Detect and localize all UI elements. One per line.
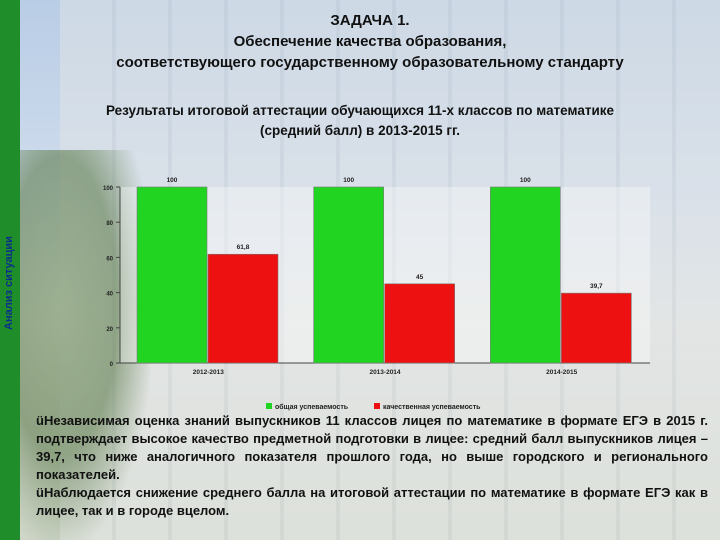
bar xyxy=(313,186,384,364)
data-label: 100 xyxy=(343,177,354,184)
chart-title-line-1: Результаты итоговой аттестации обучающих… xyxy=(105,103,615,118)
data-label: 100 xyxy=(520,177,531,184)
slide-title: ЗАДАЧА 1. Обеспечение качества образован… xyxy=(40,10,700,73)
category-label: 2014-2015 xyxy=(546,369,577,376)
y-tick-label: 100 xyxy=(103,186,114,192)
bar xyxy=(490,186,561,364)
y-tick-label: 80 xyxy=(106,221,113,227)
bar xyxy=(136,186,208,364)
legend-swatch xyxy=(266,403,272,409)
y-tick-label: 40 xyxy=(106,292,113,298)
y-tick-label: 60 xyxy=(106,256,113,262)
title-line-1: ЗАДАЧА 1. xyxy=(330,12,410,29)
side-bar xyxy=(0,0,20,540)
y-tick-label: 20 xyxy=(106,327,113,333)
legend-label: качественная успеваемость xyxy=(383,404,481,411)
category-label: 2013-2014 xyxy=(369,369,400,376)
data-label: 39,7 xyxy=(590,283,603,290)
notes: üНезависимая оценка знаний выпускников 1… xyxy=(36,412,708,520)
data-label: 61,8 xyxy=(237,244,250,251)
bar xyxy=(384,283,455,364)
title-line-2: Обеспечение качества образования, xyxy=(233,33,507,50)
data-label: 100 xyxy=(167,177,178,184)
chart-title-line-2: (средний балл) в 2013-2015 гг. xyxy=(259,123,461,138)
title-line-3: соответствующего государственному образо… xyxy=(116,54,624,71)
background-tree xyxy=(0,150,150,540)
bar xyxy=(561,292,632,364)
chart-title: Результаты итоговой аттестации обучающих… xyxy=(40,101,680,141)
data-label: 45 xyxy=(416,274,424,281)
legend-swatch xyxy=(374,403,380,409)
note-2: üНаблюдается снижение среднего балла на … xyxy=(36,485,708,518)
legend-label: общая успеваемость xyxy=(275,403,349,411)
bar xyxy=(207,253,279,364)
note-1: üНезависимая оценка знаний выпускников 1… xyxy=(36,413,708,482)
y-tick-label: 0 xyxy=(110,362,114,368)
category-label: 2012-2013 xyxy=(193,369,224,376)
